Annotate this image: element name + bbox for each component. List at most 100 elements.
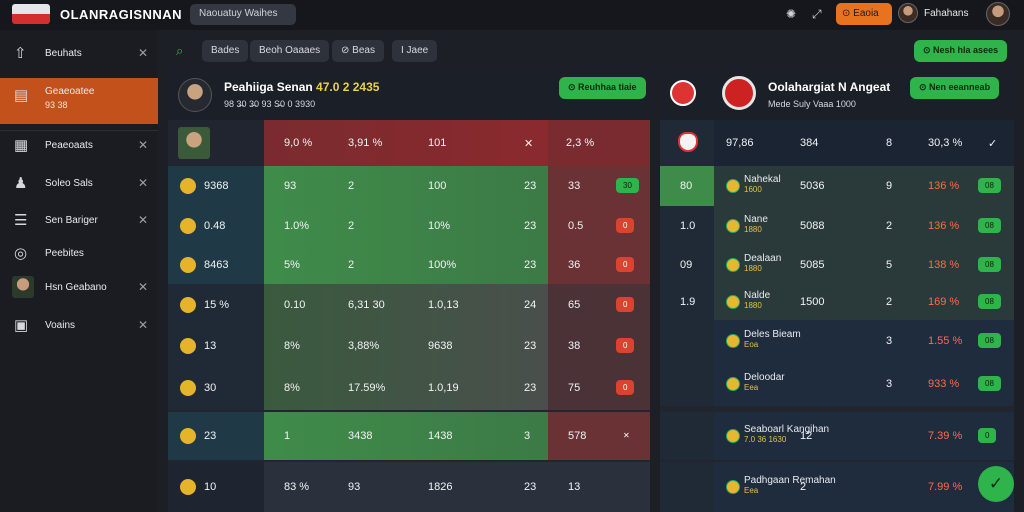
cell-f[interactable]: 578 <box>568 430 587 442</box>
cell-d[interactable]: 100% <box>428 259 457 271</box>
avatar[interactable] <box>898 3 918 23</box>
table-row[interactable]: 8463 5% 2 100% 23 36 0 <box>168 246 650 284</box>
filter-chip[interactable]: ⊘ Beas <box>332 40 384 62</box>
cell-f[interactable]: 36 <box>568 259 581 271</box>
table-row[interactable]: Deloodar Eea 3 933 % 08 <box>660 362 1014 406</box>
table-row[interactable]: Deles Bieam Eoa 3 1.55 % 08 <box>660 320 1014 362</box>
cell-d[interactable]: 1.0,19 <box>428 382 459 394</box>
odds-tag[interactable]: 08 <box>978 218 1001 233</box>
team-name[interactable]: Nane 1880 <box>744 214 768 234</box>
sidebar-item-5[interactable]: ◎ Peebites <box>0 234 158 272</box>
cell-d[interactable]: 1.0,13 <box>428 299 459 311</box>
filter-chip[interactable]: Bades <box>202 40 249 62</box>
cell-d[interactable]: 1438 <box>428 430 453 442</box>
expand-icon[interactable]: ⤢ <box>812 7 822 21</box>
cell-f[interactable]: 75 <box>568 382 581 394</box>
odds-tag[interactable]: 0 <box>616 257 635 272</box>
cell-p[interactable]: 136 % <box>928 220 960 232</box>
cell-c6[interactable]: 2,3 % <box>566 137 595 149</box>
table-row[interactable]: 0.48 1.0% 2 10% 23 0.5 0 <box>168 206 650 246</box>
filter-chip[interactable]: Beoh Oaaaes <box>250 40 330 62</box>
cell-p[interactable]: 7.99 % <box>928 481 963 493</box>
cell-p[interactable]: 136 % <box>928 180 960 192</box>
table-row[interactable]: 30 8% 17.59% 1.0,19 23 75 0 <box>168 366 650 410</box>
panel-action-button[interactable]: ⊙ Reuhhaa tiaie <box>559 77 646 99</box>
odds-tag[interactable]: 30 <box>616 178 639 193</box>
odds-tag[interactable]: ✕ <box>623 431 630 440</box>
cell-p[interactable]: 7.39 % <box>928 430 963 442</box>
panel-action-button[interactable]: ⊙ Nen eeanneab <box>910 77 1000 99</box>
cell-c[interactable]: 2 <box>348 180 355 192</box>
sidebar-item-7[interactable]: ▣ Voains ✕ <box>0 306 158 344</box>
filter-chip[interactable]: I Jaee <box>392 40 438 62</box>
cell-f[interactable]: 33 <box>568 180 581 192</box>
team-name[interactable]: Deles Bieam Eoa <box>744 329 801 349</box>
cell-f[interactable]: 0.5 <box>568 220 584 232</box>
cell-f[interactable]: 65 <box>568 299 581 311</box>
sidebar-item-1[interactable]: ▤ Geaeoatee 93 38 <box>0 78 158 124</box>
close-icon[interactable]: ✕ <box>138 318 149 332</box>
profile-avatar[interactable] <box>986 2 1010 26</box>
cell-p[interactable]: 169 % <box>928 296 960 308</box>
cell-c[interactable]: 6,31 30 <box>348 299 385 311</box>
team-name[interactable]: Dealaan 1880 <box>744 253 781 273</box>
cell-c[interactable]: 2 <box>348 220 355 232</box>
sidebar-item-4[interactable]: ☰ Sen Bariger ✕ <box>0 201 158 239</box>
odds-tag[interactable]: 0 <box>616 218 635 233</box>
cell-c[interactable]: 2 <box>348 259 355 271</box>
cell-d[interactable]: 10% <box>428 220 451 232</box>
odds-tag[interactable]: 08 <box>978 257 1001 272</box>
table-row[interactable]: 23 1 3438 1438 3 578 ✕ <box>168 412 650 460</box>
odds-tag[interactable]: 08 <box>978 294 1001 309</box>
cell-d[interactable]: 100 <box>428 180 447 192</box>
cell-d[interactable]: 1826 <box>428 481 453 493</box>
team-name[interactable]: Deloodar Eea <box>744 372 785 392</box>
table-row[interactable]: 10 83 % 93 1826 23 13 <box>168 462 650 512</box>
table-header-row[interactable]: 97,86 384 8 30,3 % ✓ <box>660 120 1014 166</box>
cell-p[interactable]: 933 % <box>928 378 960 390</box>
table-row[interactable]: Seaboarl Kangihan 7.0 36 1630 12 7.39 % 0 <box>660 412 1014 460</box>
odds-tag[interactable]: 08 <box>978 333 1001 348</box>
odds-tag[interactable]: 0 <box>616 338 635 353</box>
close-icon[interactable]: ✕ <box>138 176 149 190</box>
bet-fab-button[interactable]: ✓ <box>978 466 1014 502</box>
table-row[interactable]: 1.0 Nane 1880 5088 2 136 % 08 <box>660 206 1014 246</box>
team-name[interactable]: Nalde 1880 <box>744 290 770 310</box>
cell-c[interactable]: 3,88% <box>348 340 380 352</box>
table-row[interactable]: 09 Dealaan 1880 5085 5 138 % 08 <box>660 246 1014 284</box>
odds-tag[interactable]: 08 <box>978 376 1001 391</box>
cell-c3[interactable]: 3,91 % <box>348 137 383 149</box>
close-icon[interactable]: ✕ <box>138 138 149 152</box>
cell-p[interactable]: 1.55 % <box>928 335 963 347</box>
team-name[interactable]: Padhgaan Remahan Eea <box>744 475 836 495</box>
team-name[interactable]: Nahekal 1600 <box>744 174 781 194</box>
cell-p[interactable]: 138 % <box>928 259 960 271</box>
table-row[interactable]: 80 Nahekal 1600 5036 9 136 % 08 <box>660 166 1014 206</box>
close-icon[interactable]: ✕ <box>138 213 149 227</box>
odds-tag[interactable]: 0 <box>616 297 635 312</box>
table-row[interactable]: 9368 93 2 100 23 33 30 <box>168 166 650 206</box>
table-row[interactable]: 13 8% 3,88% 9638 23 38 0 <box>168 326 650 366</box>
odds-tag[interactable]: 0 <box>616 380 635 395</box>
odds-tag[interactable]: 08 <box>978 178 1001 193</box>
user-name[interactable]: Fahahans <box>924 8 969 19</box>
table-row[interactable]: 15 % 0.10 6,31 30 1.0,13 24 65 0 <box>168 284 650 326</box>
cell-c[interactable]: 93 <box>348 481 361 493</box>
cell-f[interactable]: 38 <box>568 340 581 352</box>
sidebar-item-3[interactable]: ♟ Soleo Sals ✕ <box>0 164 158 202</box>
sidebar-item-0[interactable]: ⇧ Beuhats ✕ <box>0 34 158 72</box>
cell-f[interactable]: 13 <box>568 481 581 493</box>
sidebar-item-2[interactable]: ▦ Peaeoaats ✕ <box>0 126 158 164</box>
cell-c[interactable]: 17.59% <box>348 382 386 394</box>
sun-icon[interactable]: ✺ <box>786 7 797 21</box>
odds-tag[interactable]: 0 <box>978 428 997 443</box>
search-input[interactable]: Naouatuy Waihes <box>190 4 296 25</box>
new-market-button[interactable]: ⊙ Nesh hla asees <box>914 40 1008 62</box>
cell-c[interactable]: 3438 <box>348 430 373 442</box>
table-row[interactable]: Padhgaan Remahan Eea 2 7.99 % <box>660 462 1014 512</box>
table-header-row[interactable]: 9,0 % 3,91 % 101 ✕ 2,3 % <box>168 120 650 166</box>
close-icon[interactable]: ✕ <box>138 46 149 60</box>
search-icon[interactable]: ⌕ <box>176 43 184 58</box>
close-icon[interactable]: ✕ <box>138 280 149 294</box>
team-name[interactable]: Seaboarl Kangihan 7.0 36 1630 <box>744 424 829 444</box>
